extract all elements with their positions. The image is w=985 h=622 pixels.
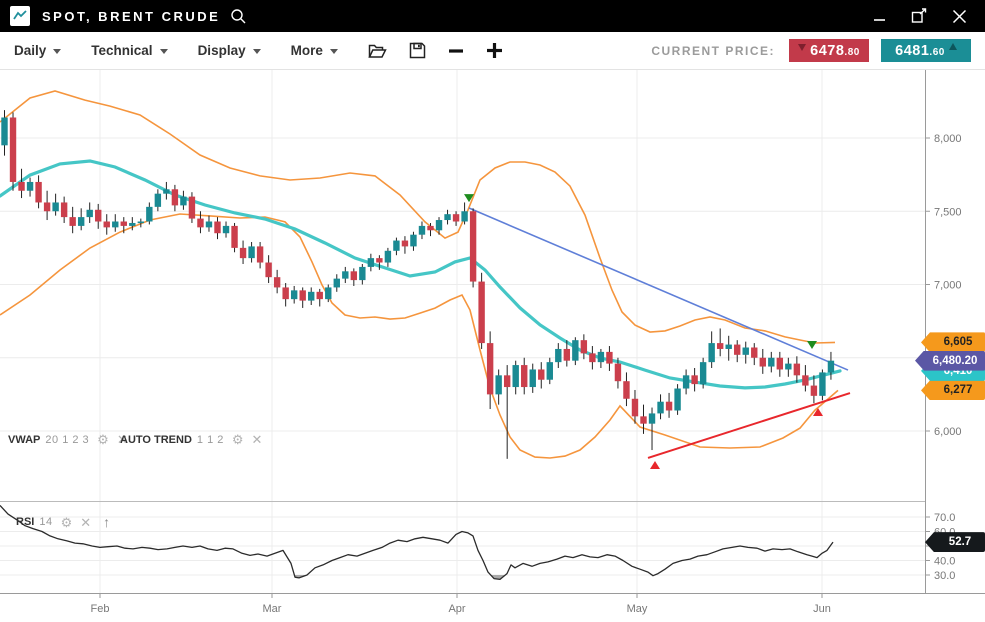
line-chart-logo-icon [13,10,27,20]
app-logo [10,6,30,26]
vwap-settings-gear-icon[interactable]: ⚙ [97,432,109,447]
rsi-settings-gear-icon[interactable]: ⚙ [60,514,73,530]
rsi-remove-icon[interactable]: ✕ [80,514,92,530]
zoom-in-icon[interactable] [486,42,503,59]
current-price-label: CURRENT PRICE: [651,43,775,58]
rsi-label: RSI [16,516,35,528]
rsi-move-up-icon[interactable]: ↑ [103,514,111,530]
chevron-down-icon [159,49,168,54]
autotrend-remove-icon[interactable]: ✕ [251,432,263,447]
svg-text:30.0: 30.0 [934,570,955,582]
chevron-down-icon [329,49,338,54]
svg-text:70.0: 70.0 [934,512,955,524]
open-folder-icon[interactable] [368,43,387,59]
rsi-indicator-legend: RSI 14 ⚙ ✕ ↑ [16,515,110,529]
up-arrow-icon [948,42,957,50]
menu-technical-label: Technical [91,43,153,58]
close-icon[interactable] [952,9,967,24]
svg-text:8,000: 8,000 [934,133,962,145]
bid-price-badge: 6478.80 [789,39,869,62]
svg-text:7,500: 7,500 [934,206,962,218]
page-title: SPOT, BRENT CRUDE [42,8,221,24]
bid-price-int: 6478 [810,42,845,59]
vwap-label: VWAP [8,433,41,446]
chart-area: 8,0007,5007,0006,5006,00070.060.050.040.… [0,70,985,622]
candlestick-chart-canvas[interactable]: 8,0007,5007,0006,5006,00070.060.050.040.… [0,70,985,622]
menu-display-label: Display [197,43,246,58]
upper-band-badge: 6,605 [921,332,985,353]
last-price-badge: 6,480.20 [915,350,985,371]
svg-text:6,000: 6,000 [934,426,962,438]
minimize-icon[interactable] [873,9,887,23]
autotrend-indicator-legend: AUTO TREND 1 1 2 ⚙ ✕ [120,433,262,446]
svg-text:Jun: Jun [813,603,831,615]
ask-price-int: 6481 [895,42,930,59]
svg-text:40.0: 40.0 [934,556,955,568]
chevron-down-icon [252,49,261,54]
ask-price-dec: .60 [929,46,945,58]
title-bar: SPOT, BRENT CRUDE [0,0,985,32]
window-controls [873,8,975,24]
menu-more-label: More [290,43,323,58]
svg-text:May: May [627,603,648,615]
toolbar: Daily Technical Display More CURREN [0,32,985,70]
search-icon[interactable] [230,8,247,25]
lower-band-badge: 6,277 [921,380,985,401]
vwap-indicator-legend: VWAP 20 1 2 3 ⚙ ✕ [8,433,128,446]
svg-text:Mar: Mar [263,603,282,615]
svg-text:Apr: Apr [448,603,465,615]
menu-display[interactable]: Display [198,43,261,58]
ask-price-badge: 6481.60 [881,39,971,62]
vwap-remove-icon[interactable]: ✕ [116,432,128,447]
menu-more[interactable]: More [291,43,338,58]
svg-text:Feb: Feb [91,603,110,615]
save-icon[interactable] [409,42,426,59]
down-arrow-icon [798,43,807,51]
menu-technical[interactable]: Technical [91,43,168,58]
bid-price-dec: .80 [844,46,860,58]
autotrend-settings-gear-icon[interactable]: ⚙ [231,432,244,447]
menu-daily-label: Daily [14,43,47,58]
menu-daily[interactable]: Daily [14,43,62,58]
svg-text:7,000: 7,000 [934,280,962,292]
vwap-params: 20 1 2 3 [45,433,90,446]
autotrend-params: 1 1 2 [196,433,224,446]
chevron-down-icon [53,49,62,54]
autotrend-label: AUTO TREND [120,433,192,446]
zoom-out-icon[interactable] [448,43,464,59]
rsi-params: 14 [39,516,53,528]
rsi-value-badge: 52.7 [925,532,985,553]
pop-out-icon[interactable] [911,8,928,24]
